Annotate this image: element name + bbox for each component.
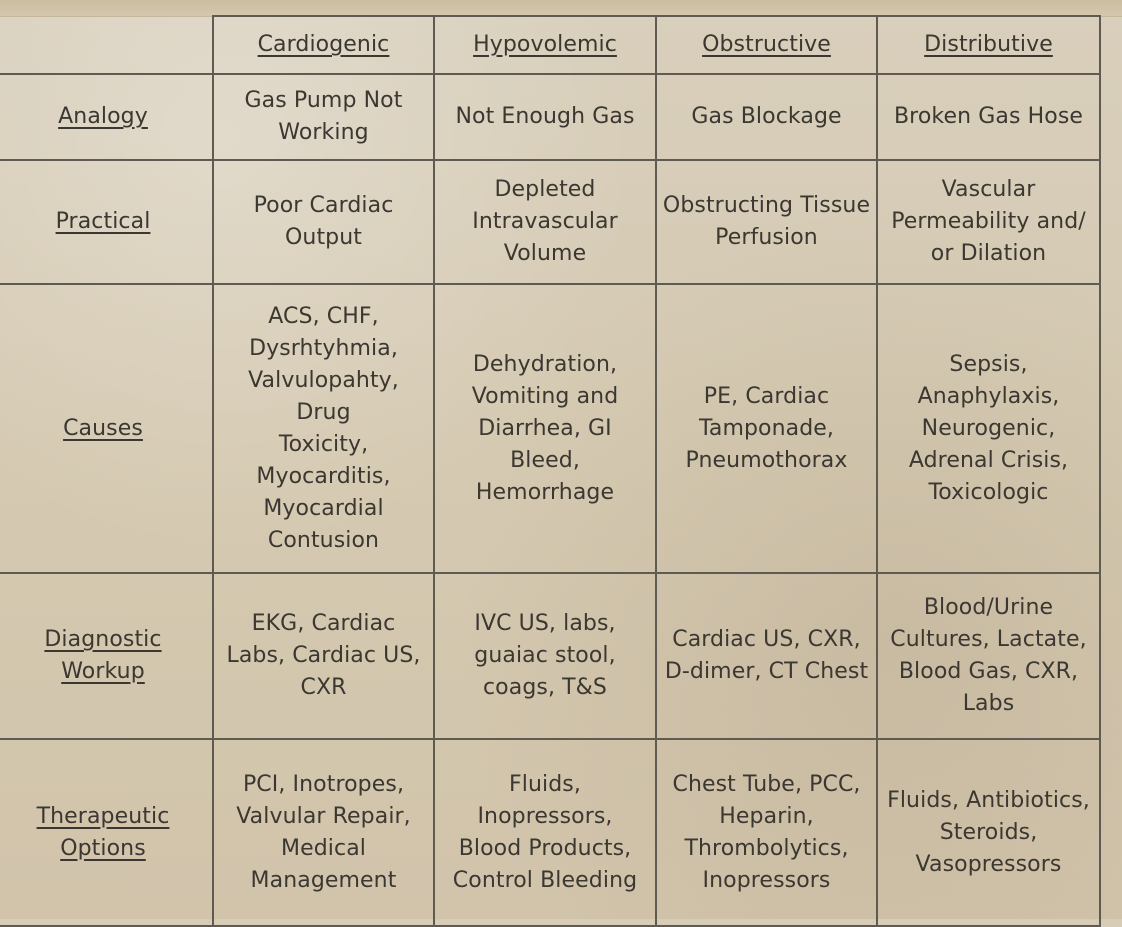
cell-causes-obstructive: PE, Cardiac Tamponade, Pneumothorax	[655, 283, 878, 574]
table-row-analogy: Analogy Gas Pump Not Working Not Enough …	[0, 73, 1101, 161]
header-obstructive: Obstructive	[655, 15, 878, 75]
cell-causes-cardiogenic: ACS, CHF, Dysrhtyhmia, Valvulopahty, Dru…	[212, 283, 435, 574]
header-row: Cardiogenic Hypovolemic Obstructive Dist…	[0, 15, 1101, 75]
cell-therapy-obstructive: Chest Tube, PCC, Heparin, Thrombolytics,…	[655, 738, 878, 927]
row-label-analogy: Analogy	[0, 73, 214, 161]
cell-practical-distributive: Vascular Permeability and/ or Dilation	[876, 159, 1101, 285]
row-label-therapeutic-options: Therapeutic Options	[0, 738, 214, 927]
table-row-therapeutic-options: Therapeutic Options PCI, Inotropes, Valv…	[0, 738, 1101, 927]
cell-analogy-cardiogenic: Gas Pump Not Working	[212, 73, 435, 161]
row-label-causes: Causes	[0, 283, 214, 574]
cell-practical-obstructive: Obstructing Tissue Perfusion	[655, 159, 878, 285]
row-label-practical: Practical	[0, 159, 214, 285]
cell-analogy-hypovolemic: Not Enough Gas	[433, 73, 657, 161]
cell-workup-distributive: Blood/Urine Cultures, Lactate, Blood Gas…	[876, 572, 1101, 740]
cell-analogy-distributive: Broken Gas Hose	[876, 73, 1101, 161]
cell-causes-distributive: Sepsis, Anaphylaxis, Neurogenic, Adrenal…	[876, 283, 1101, 574]
table-row-practical: Practical Poor Cardiac Output Depleted I…	[0, 159, 1101, 285]
table-row-causes: Causes ACS, CHF, Dysrhtyhmia, Valvulopah…	[0, 283, 1101, 574]
cell-workup-obstructive: Cardiac US, CXR, D-dimer, CT Chest	[655, 572, 878, 740]
cell-causes-hypovolemic: Dehydration, Vomiting and Diarrhea, GI B…	[433, 283, 657, 574]
cell-therapy-distributive: Fluids, Antibiotics, Steroids, Vasopress…	[876, 738, 1101, 927]
header-hypovolemic: Hypovolemic	[433, 15, 657, 75]
header-distributive: Distributive	[876, 15, 1101, 75]
row-label-diagnostic-workup: Diagnostic Workup	[0, 572, 214, 740]
cell-therapy-cardiogenic: PCI, Inotropes, Valvular Repair, Medical…	[212, 738, 435, 927]
header-corner	[0, 16, 214, 75]
table-row-diagnostic-workup: Diagnostic Workup EKG, Cardiac Labs, Car…	[0, 572, 1101, 740]
header-cardiogenic: Cardiogenic	[212, 15, 435, 75]
cell-practical-hypovolemic: Depleted Intravascular Volume	[433, 159, 657, 285]
cell-analogy-obstructive: Gas Blockage	[655, 73, 878, 161]
cell-therapy-hypovolemic: Fluids, Inopressors, Blood Products, Con…	[433, 738, 657, 927]
cell-workup-cardiogenic: EKG, Cardiac Labs, Cardiac US, CXR	[212, 572, 435, 740]
cell-workup-hypovolemic: IVC US, labs, guaiac stool, coags, T&S	[433, 572, 657, 740]
shock-types-table: Cardiogenic Hypovolemic Obstructive Dist…	[0, 15, 1101, 927]
cell-practical-cardiogenic: Poor Cardiac Output	[212, 159, 435, 285]
